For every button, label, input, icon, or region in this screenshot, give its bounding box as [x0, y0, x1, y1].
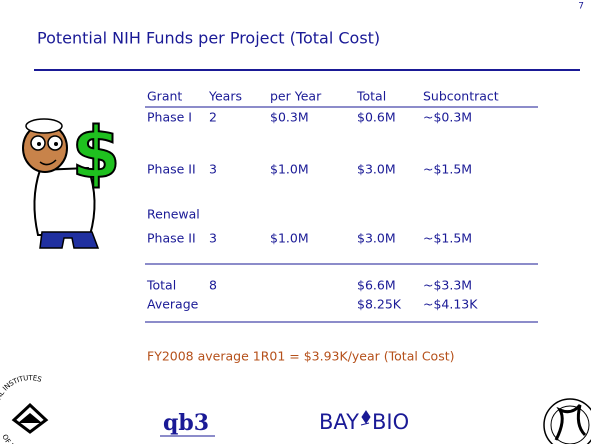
table-cell: $6.6M [357, 278, 396, 293]
table-cell: 2 [209, 110, 217, 125]
table-cell: ~$4.13K [423, 297, 478, 312]
table-cell: $3.0M [357, 162, 396, 177]
table-cell: ~$3.3M [423, 278, 472, 293]
table-cell: Phase II [147, 162, 196, 177]
table-cell: 8 [209, 278, 217, 293]
table-cell: Total [146, 278, 176, 293]
table-cell: ~$1.5M [423, 162, 472, 177]
table: Grant Years per Year Total Subcontract Phase … [146, 89, 499, 312]
column-header: Years [208, 89, 242, 104]
baybio-right: BIO [372, 410, 409, 434]
slide-number: 7 [578, 2, 584, 12]
table-cell: Phase I [147, 110, 192, 125]
svg-text:$: $ [72, 112, 121, 194]
column-header: Subcontract [423, 89, 499, 104]
table-cell: Average [147, 297, 199, 312]
baybio-icon [360, 410, 371, 426]
slide-title: Potential NIH Funds per Project (Total C… [37, 29, 380, 48]
baybio-left: BAY [319, 410, 359, 434]
cartoon: $ [22, 111, 121, 249]
column-header: Total [356, 89, 386, 104]
table-cell: Renewal [147, 207, 200, 222]
table-cell: $8.25K [357, 297, 402, 312]
table-cell: ~$1.5M [423, 231, 472, 246]
table-cell: $0.6M [357, 110, 396, 125]
table-cell: $1.0M [270, 162, 309, 177]
table-cell: Phase II [147, 231, 196, 246]
table-cell: 3 [209, 231, 217, 246]
column-header: per Year [270, 89, 322, 104]
table-cell: 3 [209, 162, 217, 177]
table-cell: $0.3M [270, 110, 309, 125]
column-header: Grant [147, 89, 182, 104]
table-cell: $3.0M [357, 231, 396, 246]
note: FY2008 average 1R01 = $3.93K/year (Total… [147, 349, 454, 364]
table-cell: $1.0M [270, 231, 309, 246]
table-cell: ~$0.3M [423, 110, 472, 125]
qb3-logo: qb3 [163, 410, 209, 436]
